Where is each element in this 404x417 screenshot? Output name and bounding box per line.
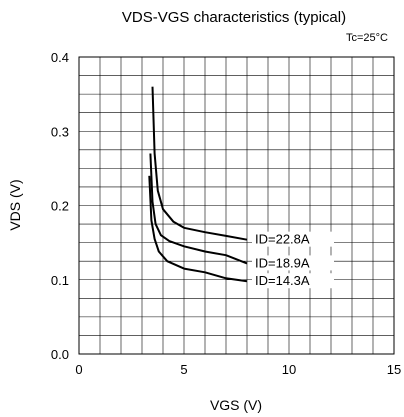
series-layer: ID=22.8A ID=18.9A ID=14.3A — [148, 86, 334, 289]
x-axis-label: VGS (V) — [210, 397, 262, 413]
chart-subtitle: Tc=25°C — [346, 32, 388, 44]
series-line-2 — [149, 153, 248, 265]
y-tick-label: 0.1 — [51, 273, 69, 288]
x-tick-label: 10 — [282, 362, 296, 377]
series-label-1: ID=22.8A — [255, 232, 310, 247]
x-tick-label: 15 — [387, 362, 401, 377]
y-tick-label: 0.2 — [51, 199, 69, 214]
grid — [79, 57, 394, 354]
series-label-3: ID=14.3A — [255, 273, 310, 288]
series-line-3 — [148, 175, 248, 283]
y-axis-label: VDS (V) — [7, 179, 23, 230]
series-label-2: ID=18.9A — [255, 255, 310, 270]
y-tick-label: 0.3 — [51, 124, 69, 139]
y-tick-label: 0.4 — [51, 50, 69, 65]
y-tick-label: 0.0 — [51, 347, 69, 362]
series-label-bg — [252, 231, 334, 247]
series-label-bg — [252, 273, 334, 289]
x-tick-label: 5 — [180, 362, 187, 377]
tick-labels: 0 5 10 15 0.0 0.1 0.2 0.3 0.4 — [51, 50, 401, 377]
series-line-1 — [151, 86, 248, 241]
chart-title: VDS-VGS characteristics (typical) — [122, 9, 346, 26]
series-label-bg — [252, 255, 334, 271]
plot-frame — [78, 56, 395, 355]
x-tick-label: 0 — [75, 362, 82, 377]
